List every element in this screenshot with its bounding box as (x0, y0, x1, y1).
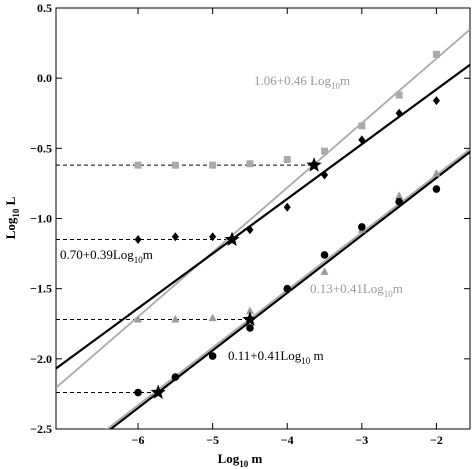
data-point-square (171, 161, 179, 169)
data-point-diamond (134, 235, 142, 245)
data-point-triangle (245, 306, 254, 315)
data-point-circle (395, 197, 403, 206)
data-point-square (283, 156, 291, 164)
x-tick-label: −5 (206, 433, 219, 447)
data-point-diamond (283, 202, 291, 212)
data-point-triangle (432, 169, 441, 177)
fit-label-3: 0.13+0.41Log10m (310, 281, 403, 299)
fit-line (108, 151, 470, 429)
data-point-square (321, 147, 329, 155)
data-point-diamond (321, 170, 329, 180)
fit-label-2: 0.70+0.39Log10m (60, 247, 153, 265)
fit-label-4: 0.11+0.41Log10 m (228, 348, 324, 366)
data-point-circle (134, 388, 142, 397)
fit-line (56, 28, 470, 389)
star-marker (306, 157, 322, 172)
data-point-circle (320, 251, 329, 259)
data-point-square (395, 91, 403, 99)
x-tick-label: −6 (132, 433, 145, 447)
y-tick-label: 0.0 (37, 71, 52, 85)
data-point-square (209, 161, 217, 169)
star-marker (150, 384, 166, 399)
data-point-square (134, 161, 142, 169)
data-point-diamond (209, 232, 217, 242)
y-tick-label: −1.5 (30, 282, 52, 296)
star-marker (242, 311, 258, 327)
x-axis-label: Log10 m (218, 451, 263, 469)
data-point-diamond (432, 96, 440, 106)
x-tick-label: −4 (281, 433, 294, 447)
fit-line (56, 63, 470, 370)
data-point-triangle (134, 315, 143, 323)
y-tick-label: 0.5 (37, 1, 52, 15)
y-tick-label: −0.5 (30, 141, 52, 155)
y-tick-label: −2.0 (30, 352, 52, 366)
data-point-circle (246, 324, 254, 332)
x-tick-label: −2 (430, 433, 443, 447)
data-point-triangle (395, 191, 404, 200)
fit-label-1: 1.06+0.46 Log10m (254, 73, 350, 91)
data-point-triangle (171, 315, 180, 323)
y-axis-label: Log10 L (3, 196, 21, 239)
y-tick-label: −1.0 (30, 212, 52, 226)
data-point-circle (358, 223, 366, 231)
plot-frame (55, 7, 471, 430)
data-point-circle (171, 373, 180, 381)
data-point-diamond (395, 108, 403, 118)
y-tick-label: −2.5 (30, 422, 52, 436)
data-point-square (432, 50, 440, 58)
data-point-circle (283, 284, 292, 293)
data-point-square (246, 160, 254, 168)
data-point-diamond (246, 225, 254, 235)
data-point-triangle (320, 267, 329, 275)
x-tick-label: −3 (355, 433, 368, 447)
data-point-triangle (208, 313, 217, 322)
star-marker (224, 231, 240, 247)
data-point-diamond (358, 135, 366, 145)
data-point-diamond (171, 232, 179, 242)
data-point-circle (208, 352, 217, 360)
data-point-square (358, 122, 366, 130)
data-point-circle (432, 185, 441, 193)
